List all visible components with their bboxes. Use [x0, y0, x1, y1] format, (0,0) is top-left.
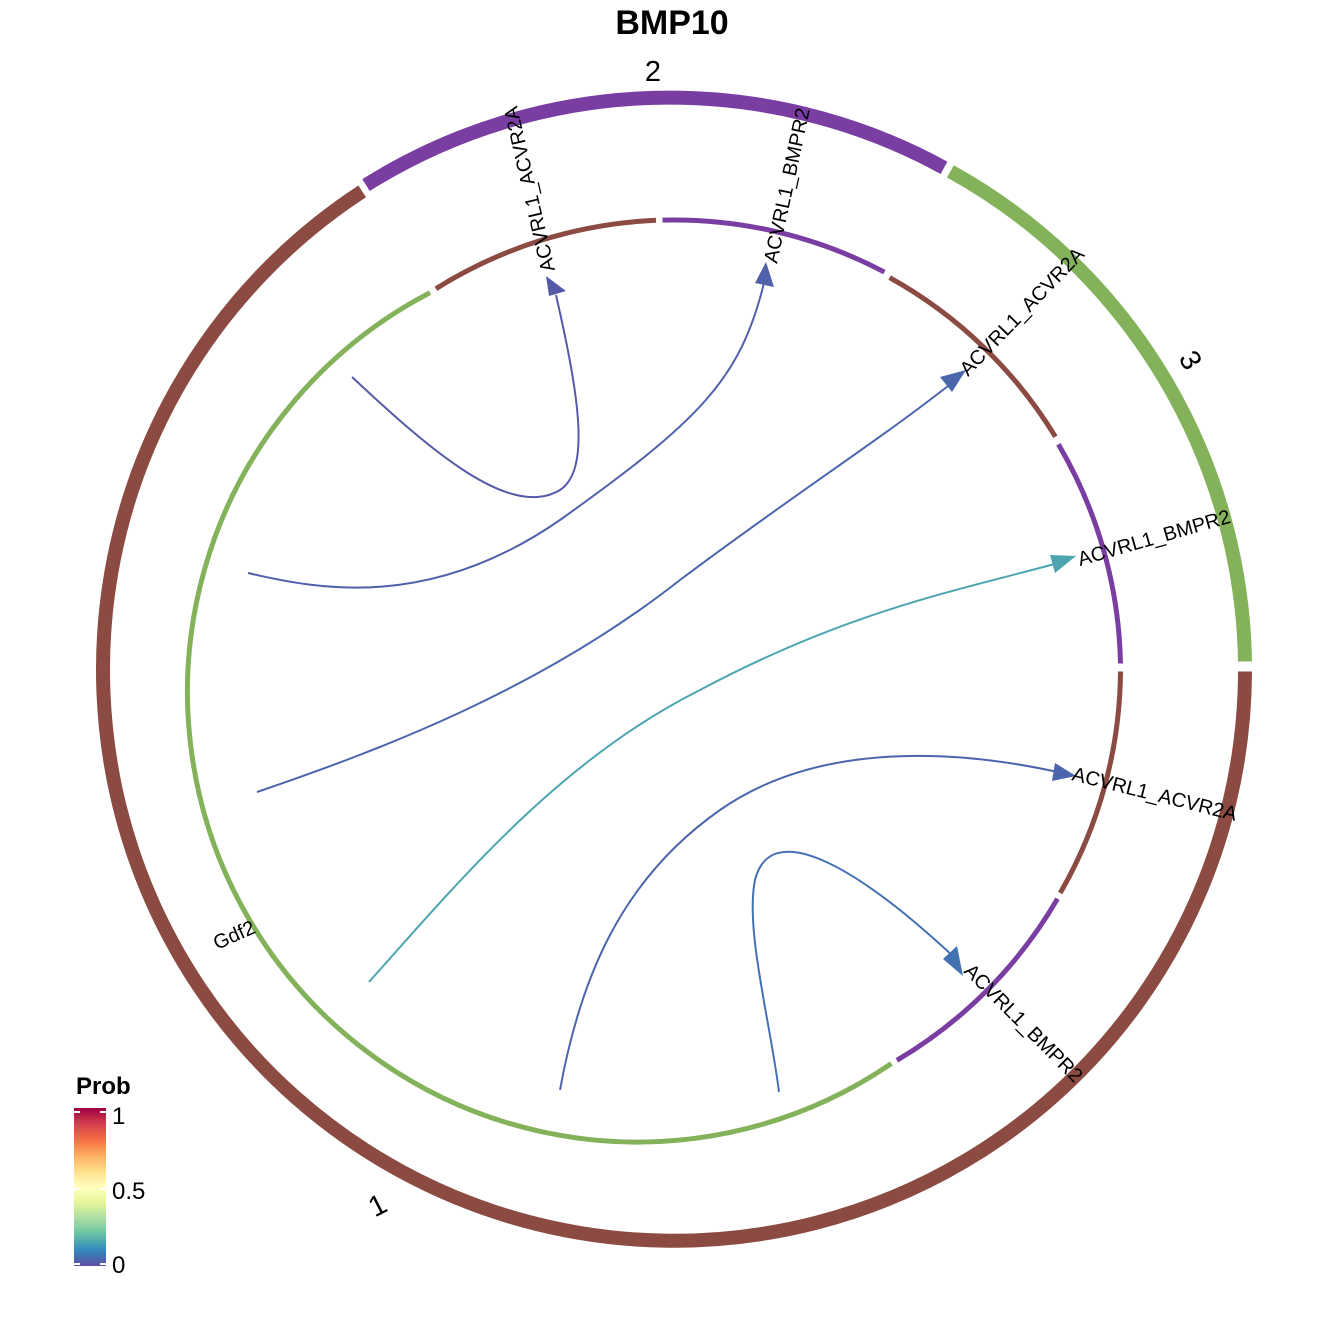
legend: Prob 1 0.5 0: [74, 1073, 145, 1279]
legend-colorbar: [74, 1108, 106, 1266]
link-gdf2-bmpr2-g3: [368, 561, 1063, 983]
legend-title: Prob: [76, 1073, 131, 1100]
sector-arc-bmpr2-g1: [895, 897, 1060, 1063]
sector-label-bmpr2-g1: ACVRL1_BMPR2: [959, 960, 1086, 1087]
group-label-2: 2: [645, 56, 661, 88]
chart-title: BMP10: [615, 4, 728, 42]
arrowhead: [940, 370, 966, 392]
arrowhead: [755, 262, 774, 287]
sector-label-acvr2a-g2: ACVRL1_ACVR2A: [500, 104, 560, 274]
sector-arc-acvr2a-g2: [434, 217, 657, 291]
group-arc-1: [96, 185, 1252, 1248]
legend-tick-label-1: 1: [112, 1103, 125, 1130]
sector-arc-acvr2a-g1: [1058, 671, 1123, 895]
arrowhead: [546, 276, 566, 296]
sector-arc-bmpr2-g2: [662, 217, 886, 275]
link-gdf2-acvr2a-g1: [559, 754, 1063, 1091]
link-gdf2-bmpr2-g2: [247, 282, 765, 589]
link-gdf2-acvr2a-g2: [351, 294, 580, 499]
sector-label-gdf2: Gdf2: [210, 917, 259, 955]
sector-arc-bmpr2-g3: [1056, 443, 1123, 664]
sector-arc-gdf2: [184, 290, 893, 1145]
arrowhead: [1052, 763, 1076, 781]
arrowheads-group: [546, 262, 1076, 976]
sector-label-acvr2a-g3: ACVRL1_ACVR2A: [956, 243, 1090, 380]
group-label-3: 3: [1172, 346, 1208, 376]
links-group: [247, 282, 1063, 1093]
group-arc-3: [947, 165, 1252, 662]
sector-ring: [184, 217, 1123, 1145]
arrowhead: [943, 946, 963, 976]
link-gdf2-bmpr2-g1: [751, 850, 956, 1093]
group-arc-2: [362, 90, 948, 192]
group-ring: [96, 90, 1252, 1248]
sector-arc-acvr2a-g3: [888, 275, 1058, 439]
group-label-1: 1: [363, 1188, 392, 1224]
legend-tick-label-0: 0: [112, 1252, 125, 1279]
link-gdf2-acvr2a-g3: [256, 381, 954, 793]
arrowhead: [1050, 555, 1076, 573]
legend-tick-label-0.5: 0.5: [112, 1178, 145, 1205]
